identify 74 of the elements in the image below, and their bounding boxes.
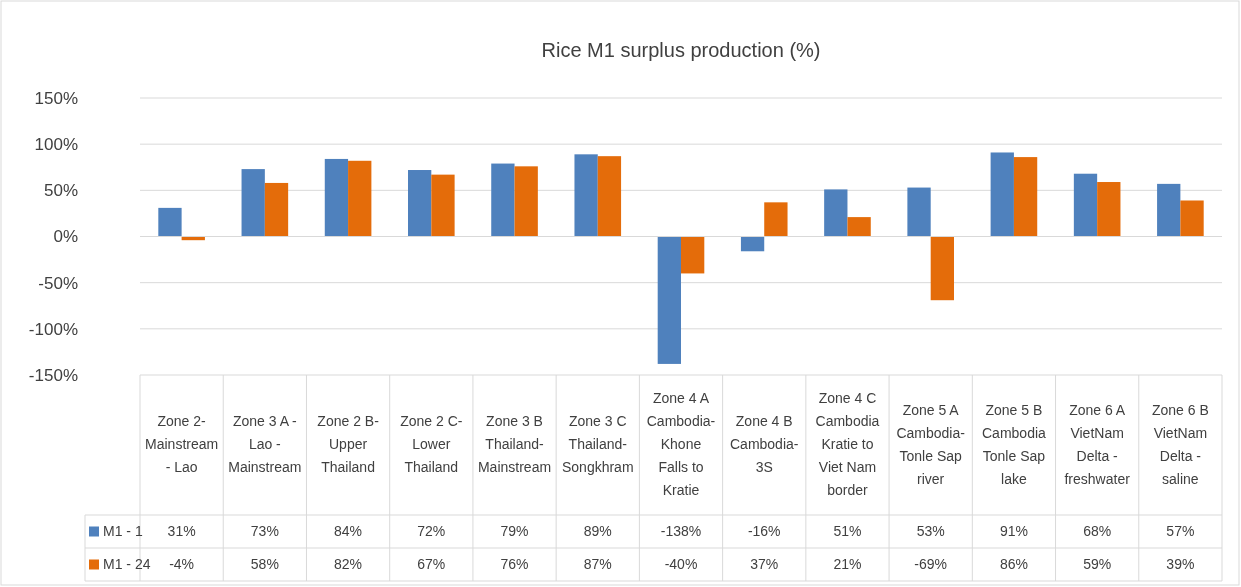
bar xyxy=(1097,182,1121,237)
bar xyxy=(264,182,289,237)
bar xyxy=(574,154,598,237)
chart-title: Rice M1 surplus production (%) xyxy=(541,39,821,61)
x-tick-label: Zone 4 A Cambodia-Khone Falls to Kratie xyxy=(646,389,716,498)
bar xyxy=(681,236,705,274)
data-label: 91% xyxy=(999,523,1028,540)
data-label: 39% xyxy=(1166,556,1195,573)
x-tick-label: Zone 3 B Thailand- Mainstream xyxy=(477,412,552,475)
data-label: 57% xyxy=(1166,523,1195,540)
data-label: -138% xyxy=(660,523,702,540)
data-label: 59% xyxy=(1083,556,1112,573)
bar xyxy=(764,202,788,237)
data-label: 73% xyxy=(250,523,279,540)
data-label: 72% xyxy=(417,523,446,540)
data-label: 76% xyxy=(500,556,529,573)
bar xyxy=(847,217,871,237)
data-label: 86% xyxy=(999,556,1028,573)
x-tick-label: Zone 3 A - Lao - Mainstream xyxy=(228,412,302,475)
x-tick-label: Zone 2- Mainstream - Lao xyxy=(145,412,219,475)
bar xyxy=(657,236,681,364)
data-label: 84% xyxy=(334,523,363,540)
data-label: 31% xyxy=(167,523,196,540)
y-tick-label: -150% xyxy=(28,365,78,385)
data-label: 58% xyxy=(250,556,279,573)
bar xyxy=(514,166,538,237)
bar xyxy=(990,152,1014,237)
data-label: -69% xyxy=(914,556,948,573)
y-tick-label: 150% xyxy=(34,88,78,108)
y-tick-label: -50% xyxy=(38,273,78,293)
y-tick-label: 0% xyxy=(53,227,78,247)
y-tick-label: 50% xyxy=(43,181,78,201)
x-tick-label: Zone 5 A Cambodia-Tonle Sap river xyxy=(896,401,966,487)
data-label: 89% xyxy=(583,523,612,540)
data-label: 87% xyxy=(583,556,612,573)
bar xyxy=(158,207,182,237)
bar xyxy=(491,163,515,237)
data-label: 37% xyxy=(750,556,779,573)
x-tick-label: Zone 2 B- Upper Thailand xyxy=(317,412,380,475)
x-tick-label: Zone 6 B VietNam Delta - saline xyxy=(1151,401,1209,487)
bar xyxy=(1180,200,1204,237)
data-label: -16% xyxy=(747,523,781,540)
data-label: -40% xyxy=(664,556,698,573)
legend-label: M1 - 24 xyxy=(103,556,151,573)
y-tick-label: -100% xyxy=(28,319,78,339)
data-label: 51% xyxy=(833,523,862,540)
x-tick-label: Zone 6 A VietNam Delta - freshwater xyxy=(1064,401,1131,487)
data-label: 68% xyxy=(1083,523,1112,540)
data-label: -4% xyxy=(169,556,195,573)
data-label: 67% xyxy=(417,556,446,573)
x-tick-label: Zone 2 C- Lower Thailand xyxy=(400,412,463,475)
bar xyxy=(431,174,455,237)
data-label: 79% xyxy=(500,523,529,540)
bar xyxy=(348,160,372,237)
bar xyxy=(241,169,265,237)
bar xyxy=(408,170,432,237)
bar xyxy=(1013,157,1038,237)
x-tick-label: Zone 5 B Cambodia Tonle Sap lake xyxy=(982,401,1047,487)
bar xyxy=(907,187,931,237)
x-tick-label: Zone 4 C Cambodia Kratie to Viet Nam border xyxy=(815,389,880,498)
y-tick-label: 100% xyxy=(34,135,78,155)
bar xyxy=(597,156,622,237)
data-label: 82% xyxy=(334,556,363,573)
bar xyxy=(930,236,954,301)
x-tick-label: Zone 3 C Thailand- Songkhram xyxy=(561,412,634,475)
bar xyxy=(1073,173,1098,237)
data-label: 21% xyxy=(833,556,862,573)
bar xyxy=(740,236,765,252)
bar xyxy=(324,158,349,237)
legend-label: M1 - 1 xyxy=(103,523,143,540)
bar xyxy=(1157,183,1181,237)
data-label: 53% xyxy=(916,523,945,540)
bar xyxy=(824,189,848,237)
x-tick-label: Zone 4 B Cambodia-3S xyxy=(729,412,799,475)
